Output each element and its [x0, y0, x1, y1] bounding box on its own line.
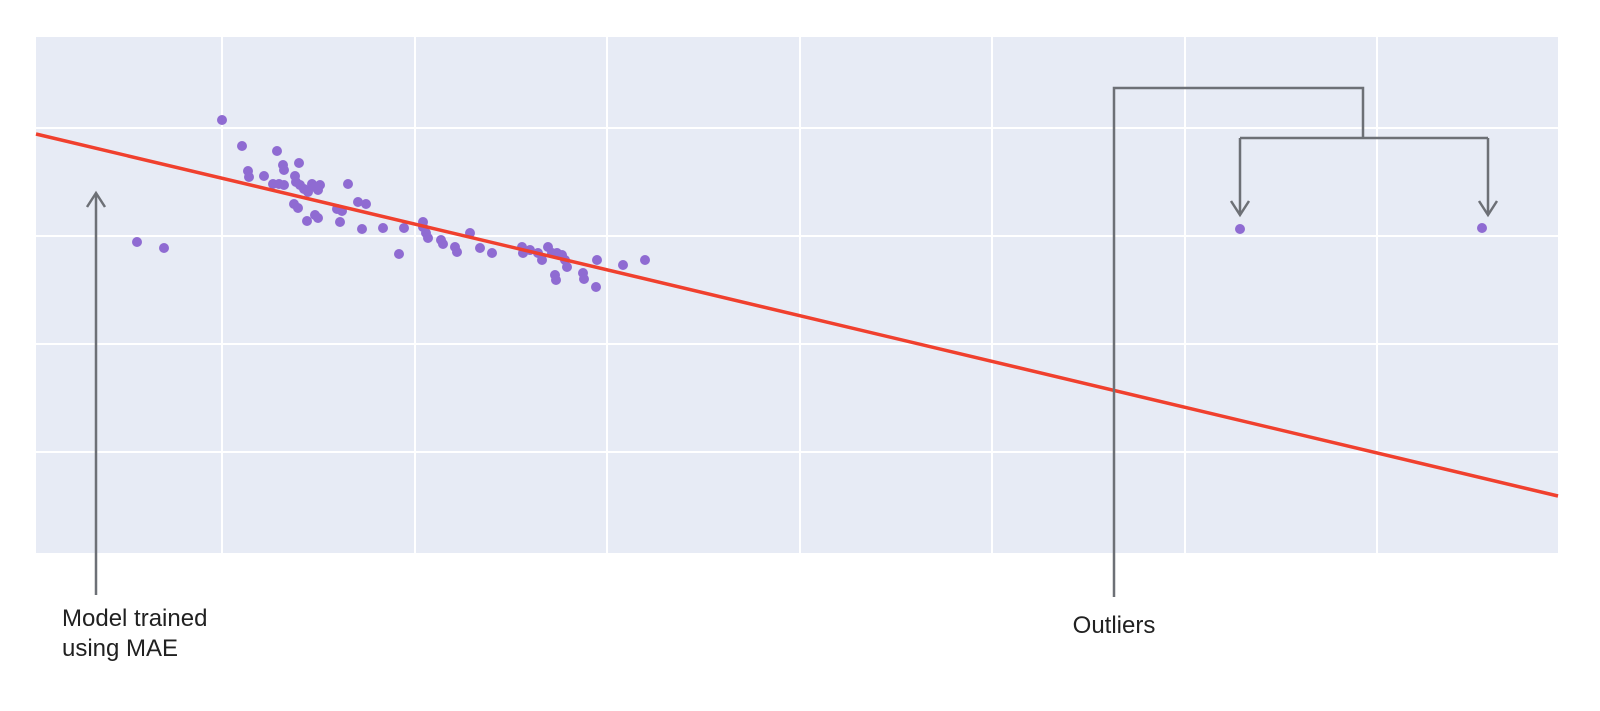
scatter-point — [353, 197, 363, 207]
scatter-point — [537, 255, 547, 265]
mae-annotation-label: Model trained using MAE — [62, 604, 207, 664]
scatter-point — [378, 223, 388, 233]
scatter-point — [591, 282, 601, 292]
scatter-point — [315, 180, 325, 190]
outliers-annotation-label: Outliers — [1072, 612, 1156, 639]
scatter-point — [361, 199, 371, 209]
scatter-point — [475, 243, 485, 253]
scatter-point — [259, 171, 269, 181]
gridlines — [36, 37, 1558, 553]
scatter-point — [279, 180, 289, 190]
scatter-point — [303, 187, 313, 197]
scatter-point — [293, 203, 303, 213]
outlier-point — [1477, 223, 1487, 233]
scatter-point — [159, 243, 169, 253]
scatter-point — [335, 217, 345, 227]
scatter-point — [423, 233, 433, 243]
mae-arrowhead-icon — [85, 190, 107, 208]
inliers-series — [132, 115, 650, 292]
scatter-point — [562, 262, 572, 272]
scatter-point — [244, 172, 254, 182]
outliers-leader-line — [1112, 86, 1365, 597]
scatter-point — [302, 216, 312, 226]
scatter-point — [579, 274, 589, 284]
mae-annotation-label-line1: Model trained — [62, 605, 208, 632]
scatter-point — [399, 223, 409, 233]
scatter-point — [294, 158, 304, 168]
regression-line — [35, 132, 1559, 498]
outlier-arrowhead-icon — [1229, 200, 1251, 218]
scatter-point — [357, 224, 367, 234]
scatter-point — [272, 146, 282, 156]
outlier-arrowhead-icon — [1477, 200, 1499, 218]
mae-annotation-label-line2: using MAE — [62, 635, 179, 662]
scatter-point — [452, 247, 462, 257]
scatter-point — [237, 141, 247, 151]
annotations — [85, 86, 1499, 597]
scatter-point — [592, 255, 602, 265]
scatter-point — [640, 255, 650, 265]
outlier-point — [1235, 224, 1245, 234]
plot-area — [36, 37, 1558, 553]
scatter-point — [132, 237, 142, 247]
outliers-series — [1235, 223, 1487, 234]
scatter-point — [313, 213, 323, 223]
scatter-point — [618, 260, 628, 270]
scatter-point — [279, 165, 289, 175]
scatter-point — [551, 275, 561, 285]
scatter-point — [487, 248, 497, 258]
scatter-point — [343, 179, 353, 189]
scatter-point — [217, 115, 227, 125]
scatter-point — [394, 249, 404, 259]
scatter-point — [438, 239, 448, 249]
